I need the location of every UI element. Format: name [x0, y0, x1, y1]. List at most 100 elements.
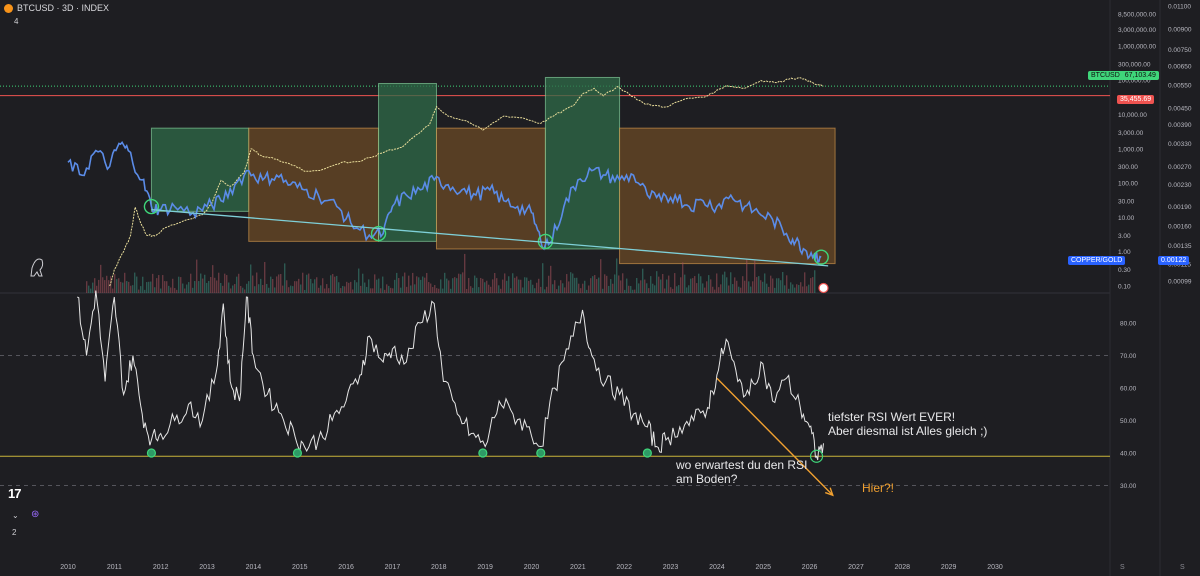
volume-bar: [438, 288, 440, 293]
volume-bar: [514, 277, 516, 293]
pane-count[interactable]: 2: [12, 528, 17, 537]
volume-bar: [442, 288, 444, 293]
volume-bar: [460, 274, 462, 293]
volume-bar: [344, 286, 346, 293]
right-scale-label: 0.00550: [1168, 83, 1192, 90]
volume-bar: [526, 277, 528, 293]
volume-bar: [384, 289, 386, 293]
volume-bar: [762, 281, 764, 293]
volume-bar: [754, 260, 756, 293]
volume-bar: [396, 272, 398, 293]
volume-bar: [340, 288, 342, 293]
volume-bar: [310, 278, 312, 293]
volume-bar: [572, 273, 574, 293]
volume-bar: [568, 281, 570, 293]
volume-bar: [132, 285, 134, 293]
volume-bar: [360, 285, 362, 293]
volume-bar: [462, 272, 464, 293]
volume-bar: [504, 273, 506, 293]
indicator-settings-icon[interactable]: ⊛: [31, 509, 40, 520]
volume-bar: [332, 273, 334, 293]
volume-bar: [458, 273, 460, 293]
volume-bar: [244, 289, 246, 293]
volume-bar: [622, 273, 624, 293]
volume-bar: [586, 289, 588, 293]
volume-bar: [414, 284, 416, 293]
volume-bar: [734, 277, 736, 293]
volume-bar: [576, 277, 578, 293]
volume-bar: [346, 281, 348, 293]
volume-bar: [314, 279, 316, 293]
volume-bar: [290, 285, 292, 293]
btcusd-tag-value: 67,103.49: [1124, 72, 1156, 79]
rsi-down-arrow-line: [716, 377, 834, 496]
volume-bar: [518, 279, 520, 293]
volume-bar: [580, 288, 582, 293]
volume-bar: [766, 283, 768, 293]
volume-bar: [736, 280, 738, 293]
volume-bar: [96, 285, 98, 293]
volume-bar: [260, 278, 262, 293]
x-tick-label: 2024: [709, 564, 725, 571]
x-tick-label: 2023: [663, 564, 679, 571]
volume-bar: [682, 262, 684, 293]
volume-bar: [312, 283, 314, 293]
left-scale-label: 0.10: [1118, 284, 1131, 291]
volume-bar: [560, 280, 562, 293]
volume-bar: [272, 279, 274, 293]
volume-bar: [674, 273, 676, 293]
right-scale-label: 0.00650: [1168, 64, 1192, 71]
volume-bar: [646, 283, 648, 293]
volume-bar: [566, 274, 568, 293]
volume-bar: [516, 276, 518, 293]
volume-bar: [604, 274, 606, 293]
volume-bar: [196, 259, 198, 293]
volume-bar: [298, 278, 300, 293]
indicator-count[interactable]: 4: [14, 17, 19, 26]
decorations: [30, 208, 834, 497]
right-scale-label: 0.00099: [1168, 279, 1192, 286]
volume-bar: [324, 288, 326, 293]
volume-bar: [220, 282, 222, 293]
volume-bar: [412, 272, 414, 293]
volume-bar: [118, 278, 120, 293]
volume-bar: [628, 285, 630, 293]
red-level-tag: 35,455.69: [1117, 95, 1155, 104]
volume-bar: [784, 285, 786, 293]
volume-bar: [710, 279, 712, 293]
volume-bar: [112, 288, 114, 293]
chart-header[interactable]: BTCUSD · 3D · INDEX: [4, 3, 109, 13]
right-scale-label: 0.00160: [1168, 224, 1192, 231]
volume-bar: [94, 278, 96, 293]
volume-bar: [704, 287, 706, 293]
volume-bar: [152, 273, 154, 293]
volume-bar: [448, 280, 450, 293]
x-tick-label: 2020: [524, 564, 540, 571]
volume-bar: [722, 274, 724, 293]
symbol-title: BTCUSD · 3D · INDEX: [17, 3, 110, 13]
volume-bar: [614, 274, 616, 293]
volume-bar: [772, 278, 774, 293]
low-markers: [143, 198, 829, 463]
volume-bar: [666, 279, 668, 293]
volume-bar: [616, 258, 618, 293]
volume-bar: [322, 278, 324, 293]
rsi-low-marker: [146, 448, 157, 458]
volume-bar: [372, 288, 374, 293]
volume-bar: [142, 276, 144, 293]
volume-bar: [608, 285, 610, 293]
volume-bar: [638, 283, 640, 293]
volume-bar: [534, 288, 536, 293]
volume-bar: [564, 287, 566, 293]
volume-bar: [274, 287, 276, 293]
x-tick-label: 2019: [477, 564, 493, 571]
tradingview-logo[interactable]: 17: [8, 486, 22, 501]
volume-bar: [540, 286, 542, 293]
volume-bar: [744, 280, 746, 293]
volume-bar: [348, 282, 350, 293]
collapse-chevron-icon[interactable]: ⌄: [12, 511, 19, 520]
volume-bar: [716, 273, 718, 293]
volume-bar: [556, 289, 558, 293]
volume-bar: [306, 274, 308, 293]
